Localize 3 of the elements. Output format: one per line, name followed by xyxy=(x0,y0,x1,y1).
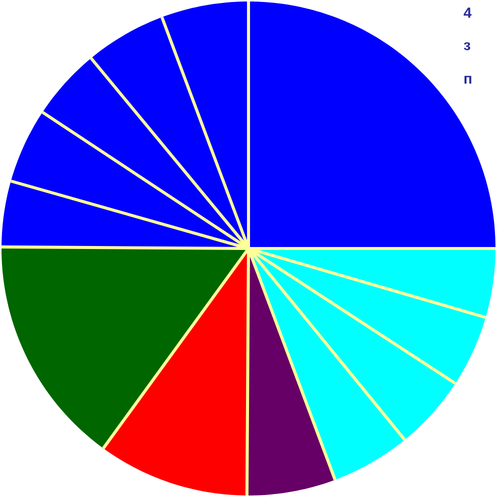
text: 4 xyxy=(464,8,472,18)
text: з xyxy=(464,42,470,50)
text: п xyxy=(464,76,472,84)
